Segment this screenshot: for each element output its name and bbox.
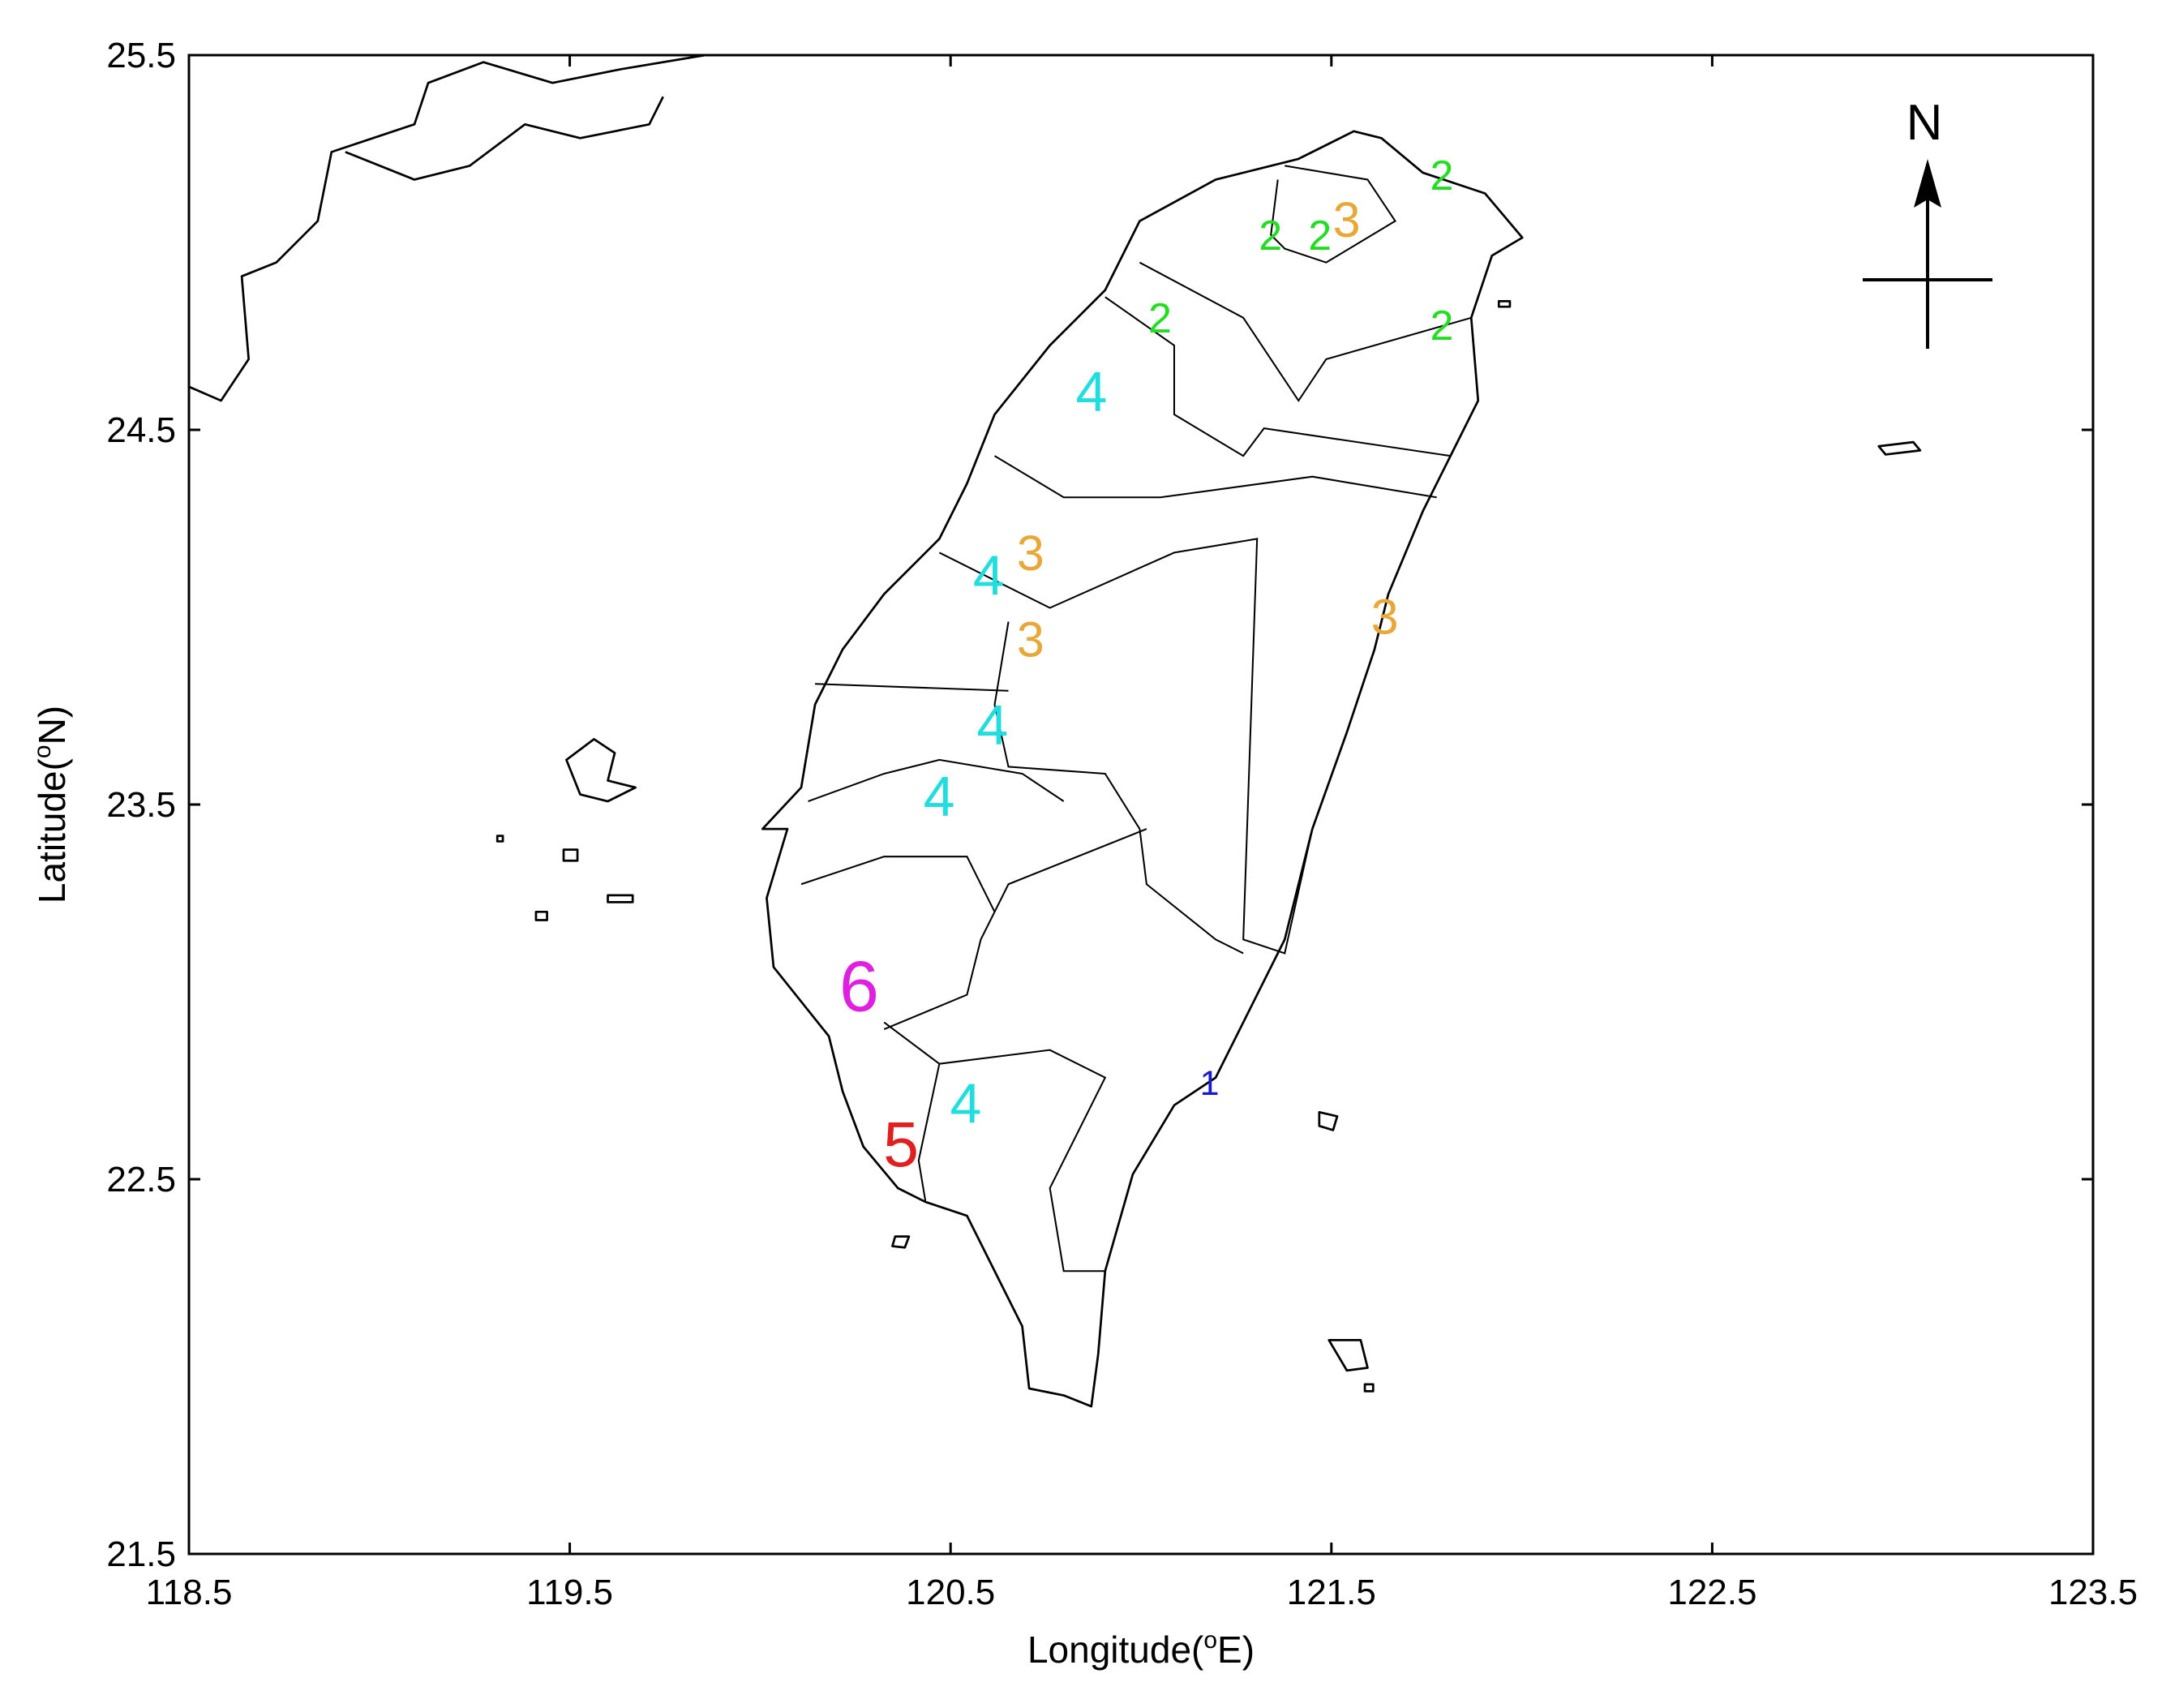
y-tick-label: 23.5 <box>106 785 176 825</box>
y-tick-label: 22.5 <box>106 1160 176 1199</box>
x-label-text: E) <box>1217 1629 1255 1671</box>
class-label: 2 <box>1308 212 1332 260</box>
x-label-text: Longitude( <box>1027 1629 1204 1671</box>
class-label: 3 <box>1371 590 1399 645</box>
penghu-islands <box>495 738 637 921</box>
class-label: 4 <box>973 543 1005 607</box>
class-label: 4 <box>1075 360 1107 423</box>
class-label: 4 <box>950 1072 982 1135</box>
x-tick-label: 120.5 <box>906 1573 995 1612</box>
x-tick-label: 119.5 <box>526 1573 613 1612</box>
class-label: 3 <box>1333 192 1361 247</box>
y-label-text: Latitude( <box>31 757 73 903</box>
class-label: 6 <box>839 946 879 1026</box>
class-label: 3 <box>1017 612 1044 667</box>
class-label: 3 <box>1017 526 1044 581</box>
x-label-sup: o <box>1203 1627 1217 1654</box>
y-tick-label: 21.5 <box>106 1534 176 1574</box>
north-label: N <box>1907 95 1943 151</box>
class-label: 4 <box>924 765 955 828</box>
class-label: 2 <box>1430 152 1454 200</box>
coastlines <box>188 54 1922 1408</box>
class-label: 4 <box>976 693 1008 757</box>
mainland-coast <box>188 54 706 402</box>
x-tick-label: 118.5 <box>146 1573 233 1612</box>
x-axis-label: Longitude(oE) <box>1027 1627 1255 1671</box>
y-tick-label: 24.5 <box>106 410 176 450</box>
class-label: 2 <box>1430 303 1454 350</box>
plot-frame <box>187 54 2095 1556</box>
arrow-head <box>1914 159 1941 208</box>
y-tick-label: 25.5 <box>106 36 176 75</box>
north-arrow: N <box>1863 95 1992 349</box>
class-label: 5 <box>883 1108 919 1180</box>
county-borders <box>800 165 1472 1272</box>
y-axis-label: Latitude(oN) <box>29 706 73 903</box>
small-islands <box>891 300 1922 1393</box>
y-label-sup: o <box>29 745 56 758</box>
class-label: 1 <box>1200 1064 1220 1103</box>
x-tick-label: 122.5 <box>1667 1573 1756 1612</box>
x-tick-label: 123.5 <box>2048 1573 2138 1612</box>
y-label-text: N) <box>31 706 73 745</box>
class-label: 2 <box>1148 295 1172 342</box>
x-tick-label: 121.5 <box>1287 1573 1376 1612</box>
class-label: 2 <box>1259 212 1282 260</box>
